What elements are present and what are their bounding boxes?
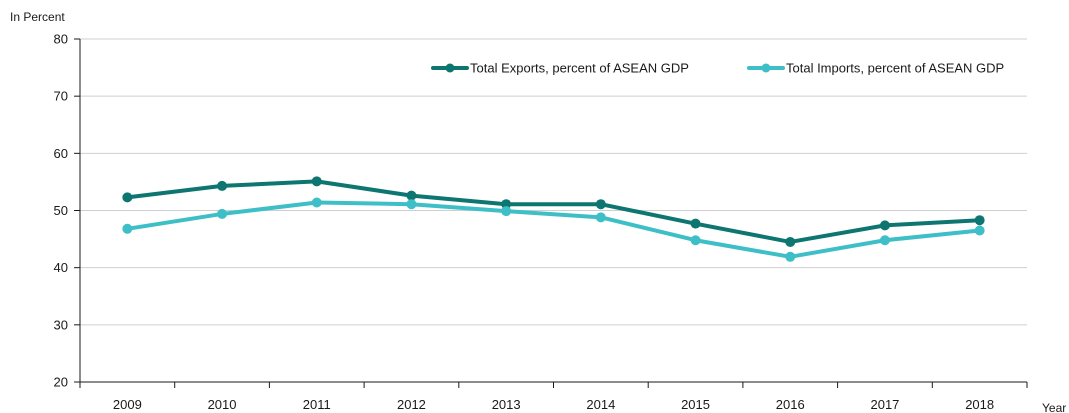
x-tick-label: 2013 [492,397,521,412]
data-point [122,223,133,234]
series-exports [122,176,985,247]
y-tick-label: 20 [54,375,68,390]
series-line [125,200,982,259]
y-tick-label: 80 [54,32,68,47]
data-point [217,208,228,219]
y-tick-label: 50 [54,203,68,218]
y-tick-label: 30 [54,317,68,332]
data-point [406,199,417,210]
data-point [879,220,890,231]
series-imports [122,197,985,262]
x-tick-label: 2017 [870,397,899,412]
legend-swatch-marker [761,63,771,73]
data-point [122,192,133,203]
data-point [974,215,985,226]
data-point [785,251,796,262]
data-point [501,199,512,210]
data-point [595,199,606,210]
x-tick-label: 2014 [586,397,615,412]
data-point [311,176,322,187]
legend-label: Total Exports, percent of ASEAN GDP [470,61,689,76]
y-axis-title: In Percent [10,10,65,24]
series-line [125,179,982,244]
x-tick-label: 2011 [303,397,331,412]
data-point [406,190,417,201]
data-point [501,206,512,217]
data-point [974,225,985,236]
x-axis-title: Year [1042,401,1066,413]
legend-item-exports: Total Exports, percent of ASEAN GDP [431,61,689,76]
data-point [595,212,606,223]
data-point [785,236,796,247]
legend-label: Total Imports, percent of ASEAN GDP [786,61,1004,76]
y-tick-label: 40 [54,260,68,275]
legend-swatch-marker [445,63,455,73]
y-tick-label: 60 [54,146,68,161]
x-tick-label: 2010 [208,397,237,412]
x-tick-label: 2012 [397,397,426,412]
x-tick-label: 2009 [113,397,142,412]
x-tick-label: 2018 [965,397,994,412]
data-point [690,235,701,246]
data-point [217,180,228,191]
axes: 20 30 40 50 60 70 80 2009 2010 2011 2012 2013 2014 20… [54,32,1028,412]
legend: Total Exports, percent of ASEAN GDP Total… [431,61,1004,76]
data-point [879,235,890,246]
x-tick-label: 2015 [681,397,710,412]
data-point [311,197,322,208]
x-tick-label: 2016 [776,397,805,412]
y-tick-label: 70 [54,89,68,104]
legend-item-imports: Total Imports, percent of ASEAN GDP [747,61,1004,76]
series-lines [122,176,985,262]
data-point [690,218,701,229]
